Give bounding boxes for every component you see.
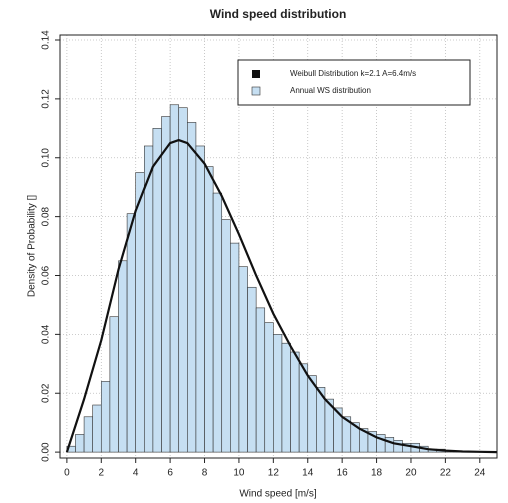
bar bbox=[83, 416, 93, 453]
x-tick-label: 4 bbox=[133, 468, 139, 479]
y-tick-label: 0.06 bbox=[41, 265, 52, 285]
x-tick-label: 24 bbox=[474, 468, 486, 479]
bar bbox=[92, 404, 102, 453]
bar bbox=[144, 145, 154, 453]
y-tick-label: 0.00 bbox=[41, 442, 52, 462]
x-tick-label: 18 bbox=[371, 468, 383, 479]
legend-label: Weibull Distribution k=2.1 A=6.4m/s bbox=[290, 69, 416, 78]
chart-title: Wind speed distribution bbox=[210, 7, 347, 21]
x-tick-label: 14 bbox=[302, 468, 314, 479]
y-tick-label: 0.08 bbox=[41, 206, 52, 226]
bar bbox=[126, 213, 137, 453]
legend-box bbox=[237, 59, 471, 106]
y-tick-label: 0.12 bbox=[41, 89, 52, 109]
bar bbox=[187, 122, 197, 453]
bar bbox=[238, 266, 248, 453]
weibull-curve bbox=[65, 138, 498, 454]
legend-swatch bbox=[251, 86, 261, 96]
bar bbox=[298, 363, 309, 453]
bar bbox=[273, 334, 283, 453]
bar bbox=[161, 116, 171, 453]
legend-swatch bbox=[252, 70, 260, 78]
bar bbox=[178, 107, 188, 453]
bar bbox=[100, 381, 111, 453]
x-tick-label: 0 bbox=[64, 468, 70, 479]
x-tick-label: 2 bbox=[99, 468, 105, 479]
y-tick-label: 0.02 bbox=[41, 383, 52, 403]
bar bbox=[230, 242, 240, 453]
x-tick-label: 6 bbox=[167, 468, 173, 479]
bar bbox=[247, 286, 257, 453]
bar bbox=[212, 192, 223, 453]
plot-frame bbox=[59, 34, 498, 459]
x-tick-label: 8 bbox=[202, 468, 208, 479]
x-axis-label: Wind speed [m/s] bbox=[239, 489, 316, 500]
bar bbox=[255, 307, 266, 453]
x-tick-label: 20 bbox=[405, 468, 417, 479]
x-tick-label: 16 bbox=[337, 468, 349, 479]
x-tick-label: 12 bbox=[268, 468, 280, 479]
bar bbox=[290, 351, 300, 453]
bar bbox=[109, 316, 119, 453]
bar bbox=[281, 342, 291, 453]
bar bbox=[152, 128, 162, 453]
y-tick-label: 0.04 bbox=[41, 324, 52, 344]
bar bbox=[75, 434, 85, 453]
bar bbox=[169, 104, 180, 453]
bar bbox=[118, 260, 128, 453]
y-tick-label: 0.14 bbox=[41, 30, 52, 50]
bar bbox=[384, 437, 395, 453]
bar bbox=[264, 322, 274, 453]
bar bbox=[221, 219, 231, 453]
bar bbox=[135, 172, 145, 453]
y-tick-label: 0.10 bbox=[41, 148, 52, 168]
bar bbox=[204, 166, 214, 453]
y-axis-label: Density of Probability [] bbox=[27, 195, 38, 297]
x-tick-label: 22 bbox=[440, 468, 452, 479]
legend-label: Annual WS distribution bbox=[290, 86, 371, 95]
x-tick-label: 10 bbox=[233, 468, 245, 479]
bar bbox=[195, 145, 205, 453]
bar bbox=[393, 440, 403, 453]
